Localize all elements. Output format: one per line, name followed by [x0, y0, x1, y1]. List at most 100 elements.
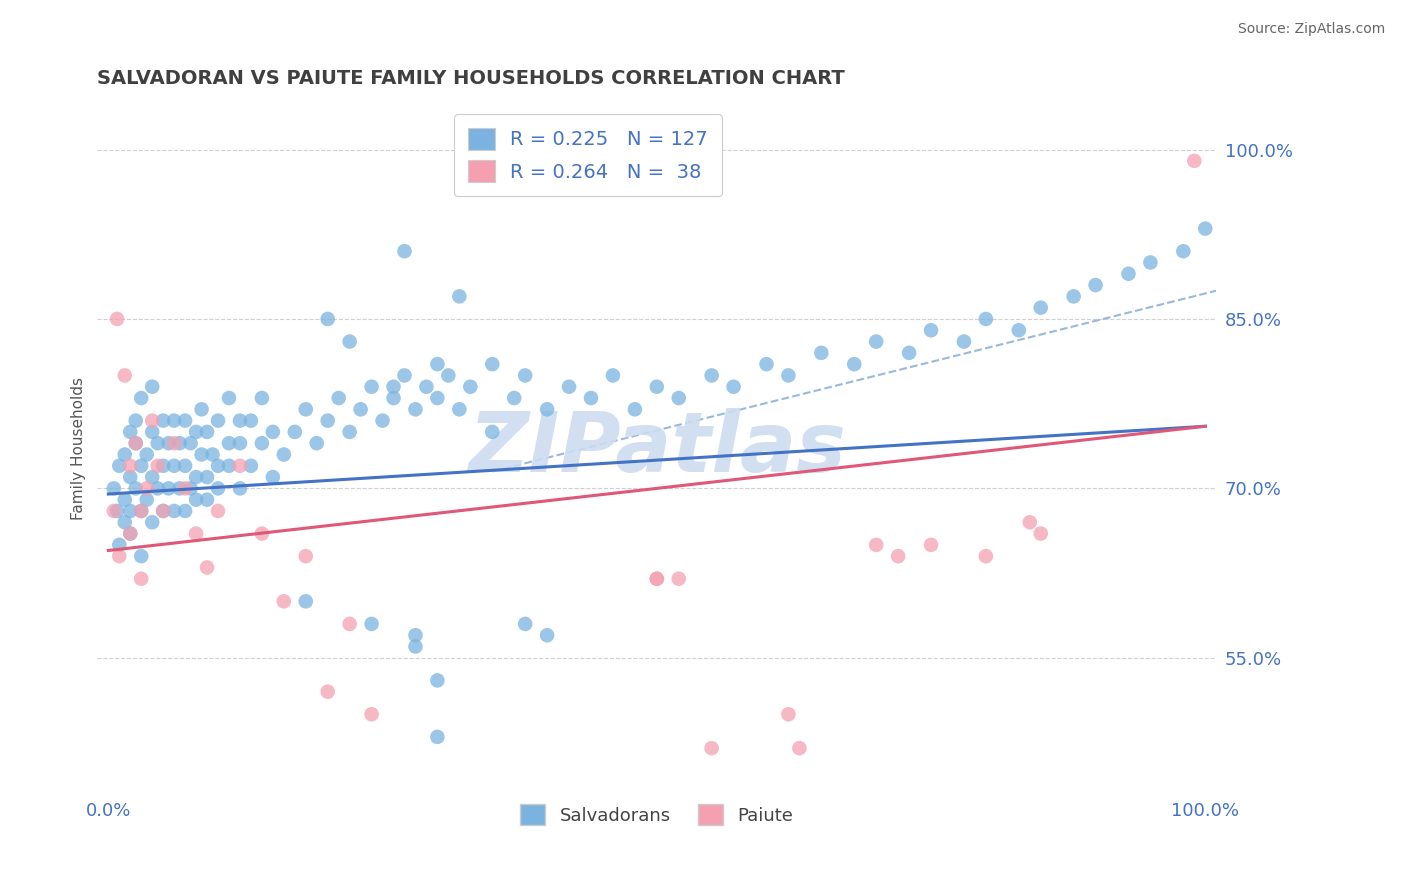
Point	[146, 482, 169, 496]
Point	[1173, 244, 1195, 259]
Point	[201, 448, 224, 462]
Point	[103, 482, 125, 496]
Point	[579, 391, 602, 405]
Point	[135, 492, 157, 507]
Point	[169, 482, 191, 496]
Point	[207, 458, 229, 473]
Point	[360, 616, 382, 631]
Point	[810, 346, 832, 360]
Text: ZIPatlas: ZIPatlas	[468, 409, 846, 490]
Point	[229, 458, 252, 473]
Point	[449, 289, 471, 303]
Point	[108, 538, 131, 552]
Point	[129, 504, 152, 518]
Point	[1018, 516, 1040, 530]
Point	[426, 730, 449, 744]
Point	[515, 368, 537, 383]
Point	[157, 482, 180, 496]
Point	[404, 640, 426, 654]
Point	[120, 470, 142, 484]
Point	[207, 504, 229, 518]
Point	[316, 414, 339, 428]
Point	[437, 368, 460, 383]
Point	[129, 549, 152, 563]
Point	[190, 402, 212, 417]
Point	[404, 402, 426, 417]
Point	[184, 470, 207, 484]
Point	[789, 741, 811, 756]
Point	[316, 684, 339, 698]
Point	[1063, 289, 1085, 303]
Point	[898, 346, 921, 360]
Point	[184, 425, 207, 439]
Point	[129, 572, 152, 586]
Point	[360, 380, 382, 394]
Point	[184, 526, 207, 541]
Point	[129, 391, 152, 405]
Point	[700, 368, 723, 383]
Point	[778, 707, 800, 722]
Text: SALVADORAN VS PAIUTE FAMILY HOUSEHOLDS CORRELATION CHART: SALVADORAN VS PAIUTE FAMILY HOUSEHOLDS C…	[97, 69, 845, 87]
Point	[163, 414, 186, 428]
Point	[1194, 221, 1216, 235]
Point	[284, 425, 307, 439]
Point	[920, 323, 942, 337]
Point	[218, 436, 240, 450]
Point	[125, 414, 148, 428]
Point	[141, 470, 163, 484]
Point	[163, 504, 186, 518]
Point	[120, 425, 142, 439]
Point	[294, 402, 316, 417]
Point	[135, 482, 157, 496]
Point	[141, 380, 163, 394]
Point	[250, 391, 273, 405]
Point	[426, 391, 449, 405]
Point	[558, 380, 581, 394]
Point	[1084, 278, 1107, 293]
Point	[645, 572, 668, 586]
Y-axis label: Family Households: Family Households	[72, 377, 86, 520]
Point	[294, 549, 316, 563]
Point	[135, 448, 157, 462]
Point	[163, 458, 186, 473]
Point	[382, 380, 405, 394]
Point	[273, 594, 295, 608]
Point	[180, 436, 202, 450]
Point	[262, 470, 284, 484]
Point	[1118, 267, 1140, 281]
Point	[536, 628, 558, 642]
Point	[394, 368, 416, 383]
Point	[125, 436, 148, 450]
Point	[218, 391, 240, 405]
Point	[239, 414, 262, 428]
Point	[515, 616, 537, 631]
Point	[114, 516, 136, 530]
Point	[1182, 153, 1205, 168]
Point	[426, 357, 449, 371]
Point	[1029, 526, 1052, 541]
Point	[328, 391, 350, 405]
Point	[114, 368, 136, 383]
Point	[169, 436, 191, 450]
Point	[316, 312, 339, 326]
Point	[887, 549, 910, 563]
Point	[645, 572, 668, 586]
Point	[668, 391, 690, 405]
Point	[415, 380, 437, 394]
Point	[273, 448, 295, 462]
Point	[953, 334, 976, 349]
Point	[481, 357, 503, 371]
Point	[105, 504, 128, 518]
Point	[844, 357, 866, 371]
Point	[152, 458, 174, 473]
Point	[1029, 301, 1052, 315]
Point	[755, 357, 778, 371]
Point	[103, 504, 125, 518]
Point	[865, 538, 887, 552]
Point	[108, 458, 131, 473]
Point	[195, 492, 218, 507]
Point	[449, 402, 471, 417]
Point	[195, 425, 218, 439]
Point	[184, 492, 207, 507]
Point	[700, 741, 723, 756]
